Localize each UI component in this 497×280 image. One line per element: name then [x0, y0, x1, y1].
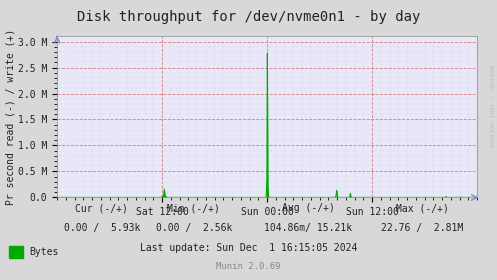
Text: Max (-/+): Max (-/+) [396, 203, 449, 213]
Text: Disk throughput for /dev/nvme0n1 - by day: Disk throughput for /dev/nvme0n1 - by da… [77, 10, 420, 24]
Y-axis label: Pr second read (-) / write (+): Pr second read (-) / write (+) [5, 29, 15, 205]
Text: Bytes: Bytes [29, 247, 59, 257]
Text: Min (-/+): Min (-/+) [167, 203, 220, 213]
Text: Cur (-/+): Cur (-/+) [76, 203, 128, 213]
Text: 0.00 /  5.93k: 0.00 / 5.93k [64, 223, 140, 233]
Text: 0.00 /  2.56k: 0.00 / 2.56k [156, 223, 232, 233]
Text: Munin 2.0.69: Munin 2.0.69 [216, 262, 281, 271]
Text: Last update: Sun Dec  1 16:15:05 2024: Last update: Sun Dec 1 16:15:05 2024 [140, 242, 357, 253]
Text: RRDTOOL / TOBI OETIKER: RRDTOOL / TOBI OETIKER [489, 65, 494, 148]
Text: 104.86m/ 15.21k: 104.86m/ 15.21k [264, 223, 352, 233]
FancyBboxPatch shape [9, 246, 23, 258]
Text: 22.76 /  2.81M: 22.76 / 2.81M [381, 223, 464, 233]
Text: Avg (-/+): Avg (-/+) [282, 203, 334, 213]
